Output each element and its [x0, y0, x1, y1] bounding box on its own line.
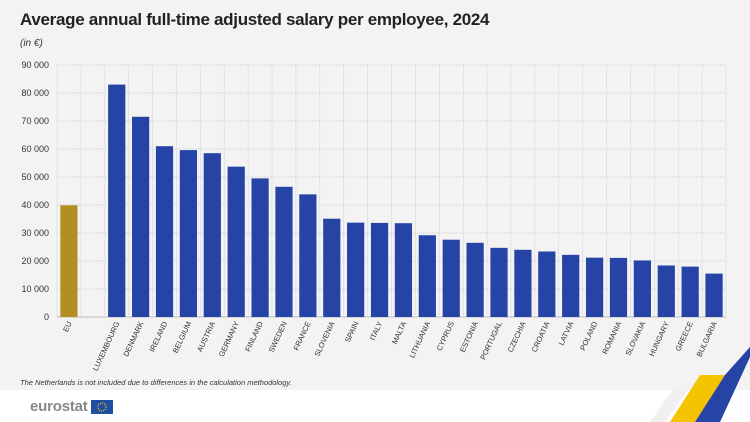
x-tick-label: GERMANY [217, 320, 241, 358]
y-tick-label: 60 000 [21, 144, 49, 154]
eu-flag-icon [90, 399, 113, 414]
x-tick-label: IRELAND [147, 320, 169, 354]
unit-label: (in €) [20, 38, 43, 49]
x-tick-label: EU [61, 320, 74, 333]
x-tick-label: CROATIA [530, 320, 552, 354]
chart-title: Average annual full-time adjusted salary… [20, 10, 490, 29]
x-tick-label: DENMARK [121, 320, 145, 358]
bar-slovenia [323, 218, 341, 317]
bar-poland [585, 257, 604, 317]
bar-malta [394, 223, 413, 317]
bar-czechia [514, 249, 532, 317]
x-tick-label: SWEDEN [267, 320, 289, 354]
bar-ireland [155, 146, 174, 317]
x-tick-label: MALTA [390, 320, 408, 345]
x-tick-label: LUXEMBOURG [91, 320, 122, 372]
footnote: The Netherlands is not included due to d… [20, 378, 292, 387]
bar-belgium [179, 150, 198, 317]
x-tick-label: SPAIN [343, 320, 360, 344]
y-tick-label: 80 000 [21, 88, 49, 98]
x-tick-label: ROMANIA [600, 320, 623, 356]
x-tick-label: FRANCE [291, 320, 312, 352]
bar-portugal [490, 247, 508, 317]
x-tick-label: BELGIUM [171, 320, 193, 354]
bar-croatia [538, 251, 556, 317]
y-tick-label: 30 000 [21, 228, 49, 238]
logo-text: eurostat [30, 398, 88, 415]
eurostat-logo: eurostat [30, 398, 113, 415]
bar-denmark [132, 116, 150, 317]
x-tick-label: CZECHIA [506, 320, 528, 354]
y-tick-label: 40 000 [21, 200, 49, 210]
bar-estonia [466, 242, 484, 317]
y-tick-label: 90 000 [21, 60, 49, 70]
x-tick-label: PORTUGAL [478, 320, 504, 361]
bar-austria [203, 153, 221, 317]
bar-cyprus [442, 239, 460, 317]
decorative-stripes [650, 347, 750, 422]
bar-greece [681, 266, 699, 317]
bar-bulgaria [705, 273, 723, 317]
x-tick-label: SLOVENIA [313, 320, 337, 358]
bar-germany [227, 166, 245, 317]
bar-luxembourg [108, 84, 126, 317]
x-tick-label: ITALY [368, 320, 384, 342]
x-tick-label: AUSTRIA [195, 320, 217, 353]
y-tick-label: 0 [44, 312, 49, 322]
bar-lithuania [418, 235, 436, 317]
bar-sweden [275, 186, 293, 317]
y-tick-label: 10 000 [21, 284, 49, 294]
bar-finland [251, 178, 269, 317]
bar-spain [347, 222, 365, 317]
y-tick-label: 50 000 [21, 172, 49, 182]
x-tick-label: POLAND [578, 320, 599, 352]
bar-romania [609, 257, 628, 317]
bar-latvia [562, 254, 580, 317]
x-tick-label: LITHUANIA [407, 320, 432, 359]
y-tick-label: 20 000 [21, 256, 49, 266]
bar-slovakia [633, 260, 651, 317]
bar-hungary [657, 265, 675, 317]
x-tick-label: FINLAND [243, 320, 265, 353]
bar-italy [370, 222, 389, 317]
y-tick-label: 70 000 [21, 116, 49, 126]
bar-chart: 0 10 000 20 000 30 000 40 000 50 000 60 000 70 … [21, 60, 727, 372]
x-tick-label: CYPRUS [435, 320, 456, 352]
bar-france [299, 194, 317, 317]
x-tick-label: LATVIA [557, 320, 576, 347]
bar-eu [60, 205, 78, 317]
x-tick-label: ESTONIA [458, 320, 480, 354]
